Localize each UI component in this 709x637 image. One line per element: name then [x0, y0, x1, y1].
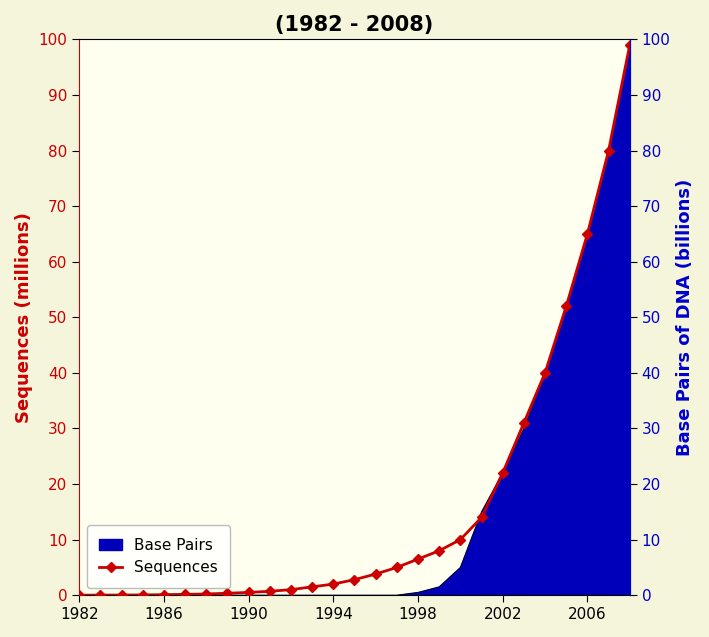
Title: (1982 - 2008): (1982 - 2008) — [275, 15, 434, 35]
Y-axis label: Base Pairs of DNA (billions): Base Pairs of DNA (billions) — [676, 178, 694, 456]
Y-axis label: Sequences (millions): Sequences (millions) — [15, 212, 33, 423]
Legend: Base Pairs, Sequences: Base Pairs, Sequences — [87, 526, 230, 587]
